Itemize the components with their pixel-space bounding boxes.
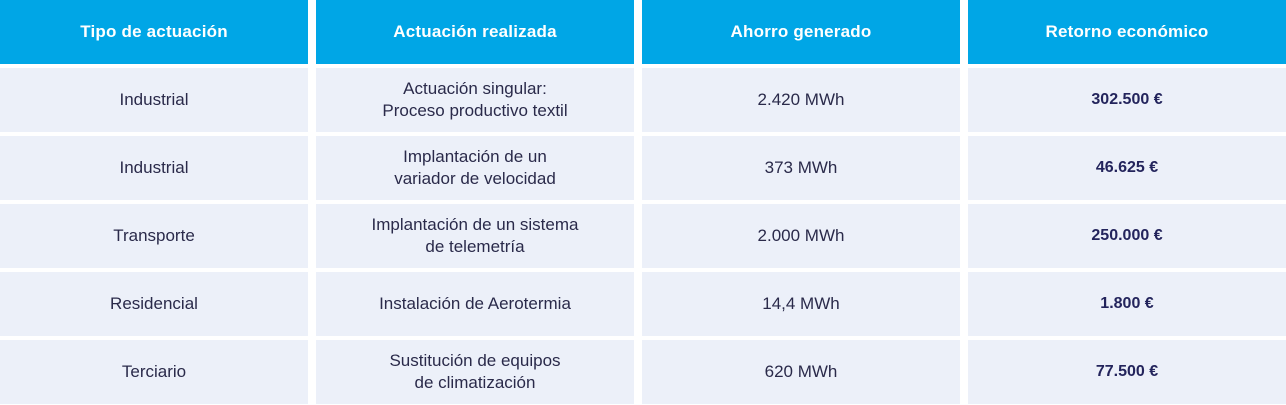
header-actuacion-realizada: Actuación realizada	[316, 0, 634, 64]
row-2-retorno: 46.625 €	[968, 136, 1286, 200]
row-3-retorno: 250.000 €	[968, 204, 1286, 268]
row-5-actuacion: Sustitución de equipos de climatización	[316, 340, 634, 404]
row-4-actuacion: Instalación de Aerotermia	[316, 272, 634, 336]
row-5-tipo: Terciario	[0, 340, 308, 404]
row-3-actuacion: Implantación de un sistema de telemetría	[316, 204, 634, 268]
row-5-retorno: 77.500 €	[968, 340, 1286, 404]
row-1-actuacion: Actuación singular: Proceso productivo t…	[316, 68, 634, 132]
row-1-retorno: 302.500 €	[968, 68, 1286, 132]
row-4-retorno: 1.800 €	[968, 272, 1286, 336]
row-4-ahorro: 14,4 MWh	[642, 272, 960, 336]
row-2-actuacion: Implantación de un variador de velocidad	[316, 136, 634, 200]
row-2-tipo: Industrial	[0, 136, 308, 200]
row-1-tipo: Industrial	[0, 68, 308, 132]
header-tipo-actuacion: Tipo de actuación	[0, 0, 308, 64]
header-retorno-economico: Retorno económico	[968, 0, 1286, 64]
row-5-ahorro: 620 MWh	[642, 340, 960, 404]
row-1-ahorro: 2.420 MWh	[642, 68, 960, 132]
row-2-ahorro: 373 MWh	[642, 136, 960, 200]
row-3-ahorro: 2.000 MWh	[642, 204, 960, 268]
row-4-tipo: Residencial	[0, 272, 308, 336]
header-ahorro-generado: Ahorro generado	[642, 0, 960, 64]
row-3-tipo: Transporte	[0, 204, 308, 268]
